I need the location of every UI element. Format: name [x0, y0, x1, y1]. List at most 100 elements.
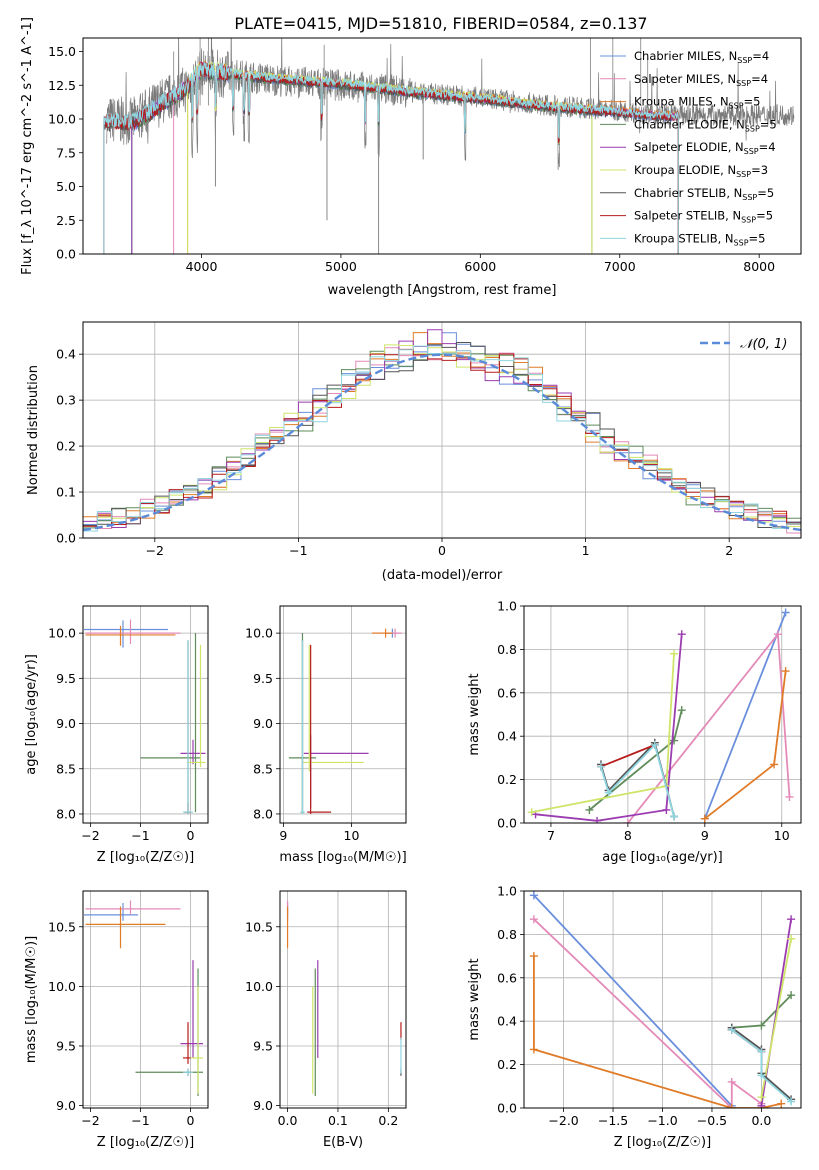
weight-line	[535, 634, 683, 822]
y-axis-label: Normed distribution	[26, 365, 41, 495]
x-tick-label: 0.2	[378, 1113, 398, 1128]
y-tick-label: 0.1	[56, 485, 76, 500]
weight-line	[600, 743, 675, 817]
x-axis-label: mass [log₁₀(M/M☉)]	[279, 850, 406, 865]
histogram-kroupa-elodie	[83, 344, 801, 527]
spectrum-plot-area	[103, 38, 795, 254]
weight-marker	[650, 740, 659, 749]
age-vs-mass-plot-area	[288, 628, 402, 814]
weight-marker	[757, 1071, 766, 1080]
x-tick-label: 9	[279, 828, 287, 843]
x-tick-label: 5000	[325, 259, 357, 274]
errorbar-point	[300, 640, 305, 814]
weight-marker	[700, 814, 709, 823]
x-tick-label: 0.0	[278, 1113, 298, 1128]
y-tick-label: 0.3	[56, 393, 76, 408]
errorbar-point	[85, 900, 181, 915]
weight-marker	[677, 630, 686, 639]
weight-marker	[781, 667, 790, 676]
x-tick-label: −1.5	[598, 1113, 628, 1128]
x-tick-label: 4000	[186, 259, 218, 274]
y-tick-label: 10.0	[245, 979, 273, 994]
y-tick-label: 8.5	[56, 761, 76, 776]
y-tick-label: 0.8	[497, 927, 517, 942]
y-tick-label: 1.0	[497, 884, 517, 899]
weight-vs-age-plot-area	[527, 608, 794, 823]
x-tick-label: −0.5	[697, 1113, 727, 1128]
x-tick-label: −1	[289, 543, 307, 558]
y-tick-label: 0.0	[56, 531, 76, 546]
residuals-legend: 𝒩(0, 1)	[700, 337, 787, 352]
errorbar-point	[183, 640, 193, 814]
legend-entry: 𝒩(0, 1)	[740, 337, 787, 352]
weight-marker	[787, 991, 796, 1000]
weight-marker	[787, 1097, 796, 1106]
y-tick-label: 12.5	[48, 78, 76, 93]
weight-marker	[727, 1025, 736, 1034]
histogram-salpeter-stelib	[83, 348, 801, 527]
errorbar-point	[302, 644, 364, 772]
weight-marker	[785, 792, 794, 801]
errorbar-point	[371, 628, 393, 638]
weight-line	[731, 1029, 792, 1103]
weight-marker	[787, 934, 796, 943]
y-tick-label: 9.5	[56, 1039, 76, 1054]
y-tick-label: 8.0	[253, 806, 273, 821]
x-tick-label: 0	[438, 543, 446, 558]
mass-vs-Z-panel: −2 −1 0 9.0 9.5 10.0 10.5 Z [log₁₀(Z/Z☉)] mass […	[24, 890, 209, 1150]
y-tick-label: 15.0	[48, 44, 76, 59]
errorbar-point	[85, 619, 181, 644]
x-tick-label: −2	[81, 828, 99, 843]
x-tick-label: −2.0	[548, 1113, 578, 1128]
weight-marker	[727, 1104, 736, 1108]
legend-entry: Salpeter ELODIE, NSSP=4	[634, 140, 776, 156]
histogram-kroupa-stelib	[83, 345, 801, 532]
weight-marker	[757, 1021, 766, 1030]
y-tick-label: 9.0	[56, 716, 76, 731]
y-tick-label: 7.5	[56, 145, 76, 160]
y-tick-label: 9.0	[253, 716, 273, 731]
weight-marker	[593, 816, 602, 823]
y-tick-label: 0.6	[497, 685, 517, 700]
x-tick-label: 7	[547, 828, 555, 843]
y-tick-label: 8.5	[253, 761, 273, 776]
mass-vs-EBV-frame	[279, 890, 407, 1109]
errorbar-point	[84, 902, 138, 921]
weight-marker	[585, 805, 594, 814]
weight-line	[531, 653, 675, 813]
weight-line	[533, 894, 733, 1107]
x-axis-label: Z [log₁₀(Z/Z☉)]	[97, 1135, 194, 1150]
y-tick-label: 1.0	[497, 599, 517, 614]
errorbar-point	[85, 906, 166, 949]
y-axis-label: age [log₁₀(age/yr)]	[24, 654, 39, 775]
y-tick-label: 10.0	[48, 626, 76, 641]
x-axis-label: wavelength [Angstrom, rest frame]	[328, 283, 557, 298]
errorbar-point	[84, 620, 168, 648]
weight-line	[760, 938, 792, 1098]
mass-vs-Z-frame	[82, 890, 209, 1109]
weight-marker	[670, 736, 679, 745]
y-tick-label: 8.0	[56, 806, 76, 821]
weight-marker	[527, 808, 536, 817]
y-tick-label: 0.4	[497, 729, 517, 744]
weight-marker	[677, 706, 686, 715]
y-tick-label: 10.0	[48, 112, 76, 127]
legend-entry: Kroupa ELODIE, NSSP=3	[634, 163, 768, 179]
y-tick-label: 5.0	[56, 179, 76, 194]
model-spectrum-kroupa-stelib	[103, 61, 679, 254]
weight-marker	[757, 1101, 766, 1108]
weight-marker	[727, 1077, 736, 1086]
y-axis-label: mass weight	[467, 958, 482, 1040]
mass-vs-Z-plot-area	[84, 900, 203, 1097]
y-tick-label: 9.5	[56, 671, 76, 686]
errorbar-point	[180, 739, 206, 765]
y-tick-label: 10.5	[48, 919, 76, 934]
errorbar-point	[183, 1022, 191, 1064]
weight-marker	[529, 1045, 538, 1054]
errorbar-point	[303, 735, 369, 808]
y-tick-label: 0.0	[497, 816, 517, 831]
weight-marker	[757, 1047, 766, 1056]
x-tick-label: 10	[344, 828, 360, 843]
observed-spectrum-line	[106, 38, 795, 171]
